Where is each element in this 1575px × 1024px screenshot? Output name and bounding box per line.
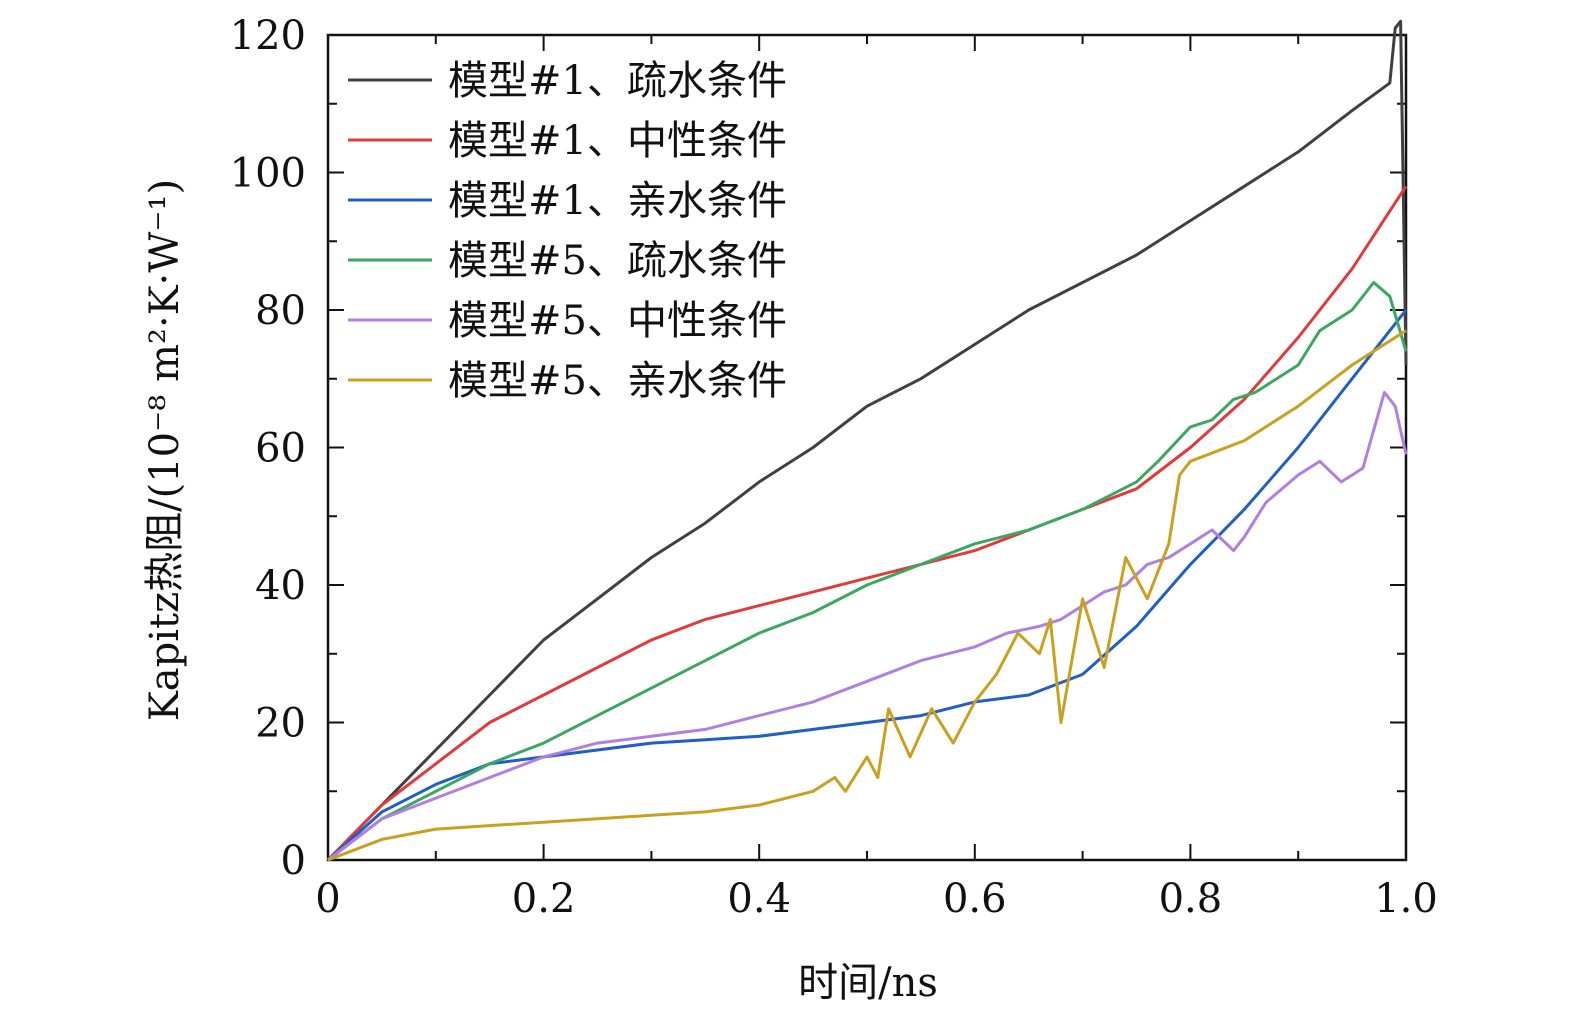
y-axis-title: Kapitz热阻/(10⁻⁸ m²·K·W⁻¹): [142, 179, 188, 721]
series-line-4: [327, 281, 1408, 862]
series-lines: [326, 19, 1408, 862]
legend: 模型#1、疏水条件模型#1、中性条件模型#1、亲水条件模型#5、疏水条件模型#5…: [348, 58, 787, 404]
x-tick-label: 0.6: [943, 876, 1007, 922]
x-tick-label: 0.2: [512, 876, 576, 922]
y-tick-label: 80: [255, 288, 306, 334]
series-line-5: [327, 391, 1408, 862]
y-tick-label: 0: [281, 838, 306, 884]
series-line-1: [326, 19, 1408, 862]
y-tick-label: 40: [255, 563, 306, 609]
axes: 0 0.2 0.4 0.6 0.8 1.0 0 20 40 60 80 100 120: [230, 13, 1438, 922]
series-line-6: [327, 329, 1407, 862]
x-tick-label: 1.0: [1374, 876, 1438, 922]
series-line-3: [327, 309, 1408, 862]
legend-label-6: 模型#5、亲水条件: [448, 358, 787, 404]
legend-label-2: 模型#1、中性条件: [448, 118, 787, 164]
legend-label-3: 模型#1、亲水条件: [448, 178, 787, 224]
legend-label-4: 模型#5、疏水条件: [448, 238, 787, 284]
y-tick-label: 20: [255, 701, 306, 747]
legend-label-1: 模型#1、疏水条件: [448, 58, 787, 104]
x-tick-label: 0.8: [1159, 876, 1223, 922]
x-axis-title: 时间/ns: [798, 960, 938, 1006]
series-line-2: [326, 185, 1408, 862]
legend-label-5: 模型#5、中性条件: [448, 298, 787, 344]
y-tick-label: 60: [255, 426, 306, 472]
y-tick-label: 100: [230, 151, 306, 197]
x-tick-label: 0.4: [727, 876, 791, 922]
x-tick-label: 0: [315, 876, 340, 922]
y-tick-label: 120: [230, 13, 306, 59]
